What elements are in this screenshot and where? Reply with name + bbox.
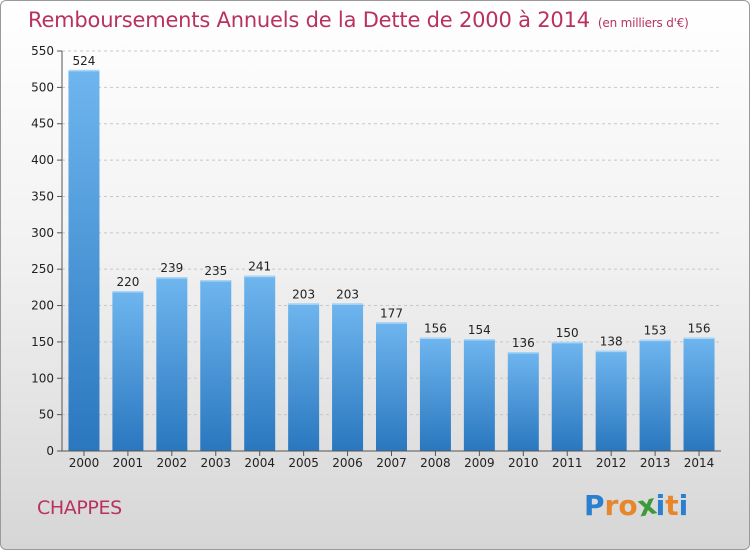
x-tick-label: 2000 <box>69 456 100 470</box>
bar-highlight <box>112 291 144 293</box>
bar-highlight <box>332 303 364 305</box>
bar-highlight <box>376 322 407 324</box>
x-tick-label: 2006 <box>332 456 363 470</box>
bar-highlight <box>507 352 539 354</box>
x-tick-label: 2012 <box>596 456 627 470</box>
x-tick-label: 2013 <box>640 456 671 470</box>
x-tick-label: 2004 <box>244 456 275 470</box>
y-tick-label: 400 <box>31 153 54 167</box>
y-axis: 0 50 100 150 200 250 300 350 400 450 500 550 <box>31 44 63 458</box>
value-label: 138 <box>600 335 623 349</box>
y-tick-label: 250 <box>31 262 54 276</box>
y-tick-label: 150 <box>31 335 54 349</box>
x-tick-label: 2009 <box>464 456 495 470</box>
value-label: 150 <box>556 326 579 340</box>
x-tick-label: 2010 <box>508 456 539 470</box>
bar-highlight <box>551 341 583 344</box>
bar-highlight <box>419 337 451 340</box>
bar <box>244 275 276 451</box>
y-tick-label: 550 <box>31 44 54 58</box>
value-label: 524 <box>73 54 96 68</box>
bar-highlight <box>595 350 627 353</box>
chart-title: Remboursements Annuels de la Dette de 20… <box>28 8 689 32</box>
chart-title-text: Remboursements Annuels de la Dette de 20… <box>28 8 590 32</box>
x-tick-label: 2007 <box>376 456 407 470</box>
value-label: 156 <box>424 322 447 336</box>
chart-unit: (en milliers d'€) <box>597 16 689 30</box>
bars: 524 220 239 235 241 203 203 177 156 154 136 150 138 1… <box>68 54 715 451</box>
bar <box>683 337 715 451</box>
bar <box>288 303 320 451</box>
proxiti-logo: Proxiti <box>584 487 689 523</box>
value-label: 156 <box>688 322 711 336</box>
value-label: 203 <box>336 287 359 301</box>
bar <box>156 277 188 451</box>
x-tick-label: 2001 <box>113 456 144 470</box>
x-tick-label: 2005 <box>288 456 319 470</box>
bar <box>463 339 495 451</box>
x-tick-label: 2011 <box>552 456 583 470</box>
x-axis: 2000 2001 2002 2003 2004 2005 2006 2007 2008 2009… <box>62 450 721 470</box>
x-tick-label: 2003 <box>200 456 231 470</box>
bar <box>200 280 232 451</box>
bar <box>68 69 100 451</box>
value-label: 136 <box>512 336 535 350</box>
logo-letter: i <box>655 489 666 522</box>
y-tick-label: 100 <box>31 371 54 385</box>
x-tick-label: 2002 <box>157 456 188 470</box>
value-label: 177 <box>380 306 403 320</box>
bar-highlight <box>244 275 276 278</box>
commune-name: CHAPPES <box>37 497 122 519</box>
bar-highlight <box>200 280 232 282</box>
y-tick-label: 50 <box>39 408 54 422</box>
value-label: 153 <box>644 324 667 338</box>
logo-letter: i <box>678 489 689 522</box>
value-label: 241 <box>248 260 271 274</box>
x-tick-label: 2014 <box>684 456 715 470</box>
bar <box>551 341 583 451</box>
y-tick-label: 300 <box>31 226 54 240</box>
logo-letter: P <box>584 489 605 522</box>
value-label: 220 <box>116 275 139 289</box>
bar <box>376 322 407 451</box>
bar <box>332 303 364 451</box>
y-tick-label: 500 <box>31 80 54 94</box>
logo-letter: r <box>604 489 619 522</box>
bar-highlight <box>156 277 188 279</box>
bar-highlight <box>639 339 671 342</box>
value-label: 239 <box>160 261 183 275</box>
y-tick-label: 200 <box>31 299 54 313</box>
value-label: 203 <box>292 287 315 301</box>
bar <box>595 350 627 451</box>
bar <box>112 291 144 451</box>
bar-highlight <box>463 339 495 341</box>
x-tick-label: 2008 <box>420 456 451 470</box>
logo-letter: o <box>618 489 638 522</box>
y-tick-label: 450 <box>31 117 54 131</box>
bar <box>507 352 539 451</box>
logo-letter: t <box>665 489 679 522</box>
bar <box>419 337 451 451</box>
bar-highlight <box>683 337 715 340</box>
bar-highlight <box>68 69 100 72</box>
bar-highlight <box>288 303 320 305</box>
value-label: 235 <box>204 264 227 278</box>
y-tick-label: 0 <box>46 444 54 458</box>
bar <box>639 339 671 451</box>
value-label: 154 <box>468 323 491 337</box>
y-tick-label: 350 <box>31 189 54 203</box>
